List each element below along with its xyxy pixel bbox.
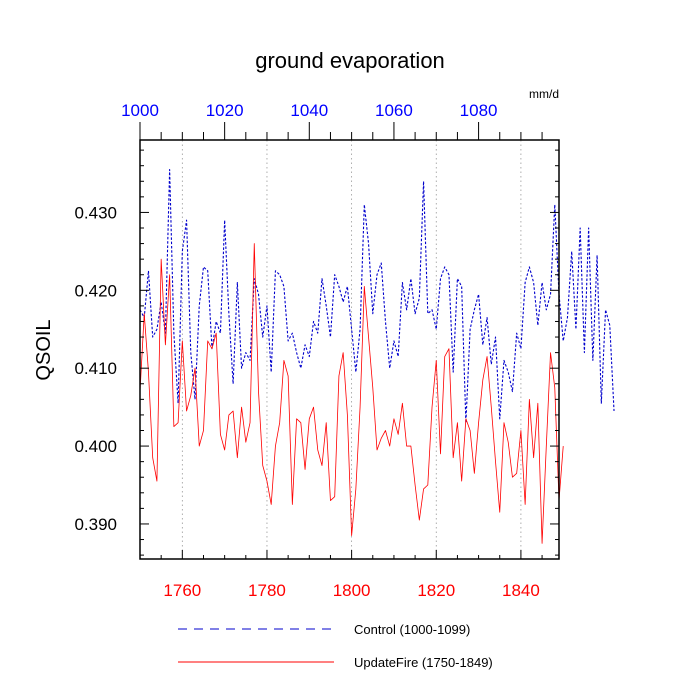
x-top-tick-label: 1020 — [206, 101, 244, 120]
plot-frame — [139, 139, 560, 560]
x-top-tick-label: 1080 — [460, 101, 498, 120]
y-tick-label: 0.410 — [74, 359, 117, 378]
series-layer — [139, 169, 615, 544]
x-bottom-tick-label: 1840 — [502, 581, 540, 600]
legend: Control (1000-1099) UpdateFire (1750-1849… — [178, 622, 493, 670]
y-tick-label: 0.430 — [74, 203, 117, 222]
grid-lines — [181, 140, 522, 559]
y-tick-label: 0.400 — [74, 437, 117, 456]
x-top-tick-label: 1060 — [375, 101, 413, 120]
x-bottom-tick-label: 1800 — [333, 581, 371, 600]
y-axis-label: QSOIL — [33, 319, 55, 380]
y-tick-label: 0.420 — [74, 281, 117, 300]
units-label: mm/d — [529, 87, 559, 101]
x-bottom-tick-label: 1760 — [163, 581, 201, 600]
series-line-control — [139, 169, 615, 424]
chart-title: ground evaporation — [255, 48, 445, 73]
legend-label: Control (1000-1099) — [354, 622, 470, 637]
x-bottom-tick-label: 1780 — [248, 581, 286, 600]
legend-label: UpdateFire (1750-1849) — [354, 655, 493, 670]
y-tick-label: 0.390 — [74, 515, 117, 534]
series-line-updatefire — [139, 243, 564, 544]
x-bottom-tick-label: 1820 — [417, 581, 455, 600]
axes: 1760 1780 1800 1820 1840 1000 1020 1040 1060 1080… — [74, 101, 559, 600]
x-top-tick-label: 1040 — [290, 101, 328, 120]
x-top-tick-label: 1000 — [121, 101, 159, 120]
